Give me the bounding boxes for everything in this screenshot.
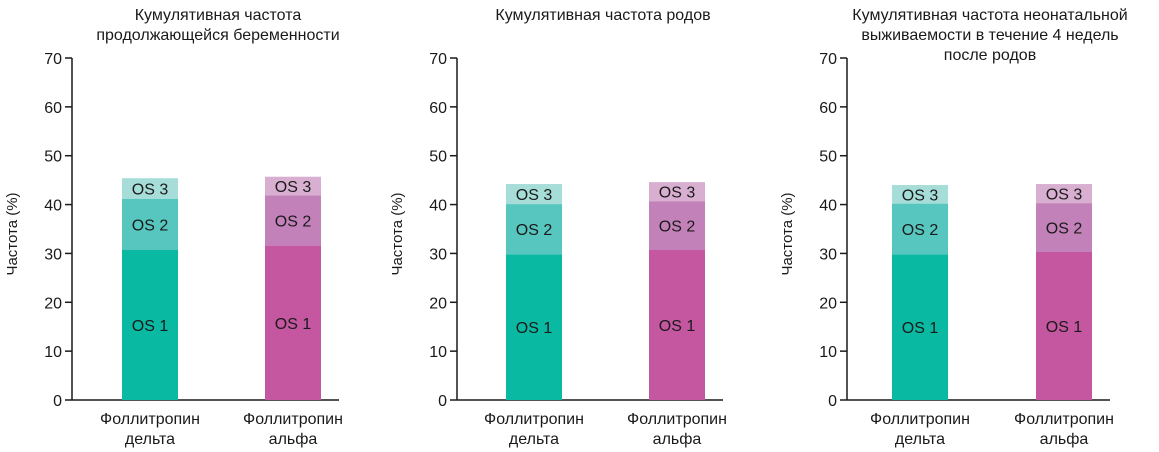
y-tick-label: 20 bbox=[429, 295, 447, 312]
x-category-label: Фоллитропин bbox=[100, 411, 200, 428]
chart-title-line: Кумулятивная частота неонатальной bbox=[852, 7, 1127, 24]
bar-segment-os-3 bbox=[265, 176, 321, 196]
chart-title-line: Кумулятивная частота родов bbox=[495, 7, 710, 24]
x-category-label: дельта bbox=[509, 431, 559, 448]
x-category-label: альфа bbox=[1040, 431, 1089, 448]
x-category-label: альфа bbox=[653, 431, 702, 448]
bar-segment-os-3 bbox=[122, 178, 178, 199]
bar-segment-os-2 bbox=[649, 201, 705, 251]
bar-segment-label: OS 3 bbox=[275, 179, 312, 196]
bar-segment-label: OS 2 bbox=[1046, 221, 1083, 238]
y-tick-label: 40 bbox=[819, 198, 837, 215]
bar-segment-label: OS 3 bbox=[132, 181, 169, 198]
y-tick-label: 10 bbox=[44, 344, 62, 361]
y-tick-label: 40 bbox=[429, 198, 447, 215]
y-tick-label: 20 bbox=[44, 295, 62, 312]
bar-segment-label: OS 1 bbox=[659, 318, 696, 335]
bar-segment-os-2 bbox=[892, 203, 948, 255]
y-tick-label: 70 bbox=[429, 51, 447, 68]
chart-title-line: Кумулятивная частота bbox=[135, 7, 302, 24]
bar-segment-os-2 bbox=[265, 195, 321, 246]
y-axis-label: Частота (%) bbox=[779, 192, 796, 275]
bar-segment-label: OS 2 bbox=[659, 219, 696, 236]
x-category-label: дельта bbox=[125, 431, 175, 448]
bar-segment-label: OS 1 bbox=[1046, 319, 1083, 336]
chart-title-line: выживаемости в течение 4 недель bbox=[861, 27, 1118, 44]
x-category-label: Фоллитропин bbox=[870, 411, 970, 428]
bar-segment-os-2 bbox=[122, 198, 178, 251]
x-category-label: Фоллитропин bbox=[484, 411, 584, 428]
y-tick-label: 10 bbox=[819, 344, 837, 361]
y-tick-label: 60 bbox=[44, 100, 62, 117]
y-tick-label: 50 bbox=[819, 149, 837, 166]
bar-segment-os-1 bbox=[892, 254, 948, 400]
bar-segment-label: OS 2 bbox=[275, 213, 312, 230]
bar-segment-os-3 bbox=[892, 185, 948, 204]
x-category-label: дельта bbox=[895, 431, 945, 448]
bar-segment-os-1 bbox=[265, 245, 321, 400]
x-category-label: Фоллитропин bbox=[627, 411, 727, 428]
bar-segment-label: OS 2 bbox=[902, 222, 939, 239]
x-category-label: Фоллитропин bbox=[243, 411, 343, 428]
y-tick-label: 0 bbox=[438, 393, 447, 410]
y-tick-label: 50 bbox=[44, 149, 62, 166]
bar-segment-os-2 bbox=[506, 204, 562, 255]
chart-title-line: после родов bbox=[944, 47, 1036, 64]
bar-segment-label: OS 1 bbox=[132, 318, 169, 335]
y-tick-label: 50 bbox=[429, 149, 447, 166]
y-tick-label: 0 bbox=[828, 393, 837, 410]
x-category-label: альфа bbox=[269, 431, 318, 448]
y-tick-label: 30 bbox=[819, 246, 837, 263]
bar-segment-os-1 bbox=[649, 250, 705, 400]
y-tick-label: 40 bbox=[44, 198, 62, 215]
y-tick-label: 0 bbox=[53, 393, 62, 410]
y-axis-label: Частота (%) bbox=[389, 192, 406, 275]
y-tick-label: 30 bbox=[44, 246, 62, 263]
bar-segment-label: OS 2 bbox=[516, 222, 553, 239]
y-tick-label: 30 bbox=[429, 246, 447, 263]
bar-segment-label: OS 3 bbox=[902, 187, 939, 204]
bar-segment-os-1 bbox=[506, 254, 562, 400]
bar-segment-os-3 bbox=[1036, 184, 1092, 204]
bar-segment-label: OS 2 bbox=[132, 217, 169, 234]
bar-segment-label: OS 3 bbox=[1046, 187, 1083, 204]
y-tick-label: 60 bbox=[429, 100, 447, 117]
bar-segment-label: OS 3 bbox=[516, 187, 553, 204]
chart-title-line: продолжающейся беременности bbox=[96, 27, 339, 44]
bar-segment-os-1 bbox=[1036, 251, 1092, 400]
bar-segment-os-2 bbox=[1036, 203, 1092, 252]
bar-segment-label: OS 3 bbox=[659, 185, 696, 202]
bar-segment-os-3 bbox=[506, 184, 562, 205]
bar-segment-label: OS 1 bbox=[902, 320, 939, 337]
y-tick-label: 70 bbox=[819, 51, 837, 68]
bar-segment-label: OS 1 bbox=[275, 316, 312, 333]
y-tick-label: 20 bbox=[819, 295, 837, 312]
bar-segment-os-3 bbox=[649, 182, 705, 202]
y-tick-label: 10 bbox=[429, 344, 447, 361]
x-category-label: Фоллитропин bbox=[1014, 411, 1114, 428]
y-tick-label: 60 bbox=[819, 100, 837, 117]
bar-segment-os-1 bbox=[122, 250, 178, 400]
y-tick-label: 70 bbox=[44, 51, 62, 68]
bar-segment-label: OS 1 bbox=[516, 320, 553, 337]
y-axis-label: Частота (%) bbox=[4, 192, 21, 275]
